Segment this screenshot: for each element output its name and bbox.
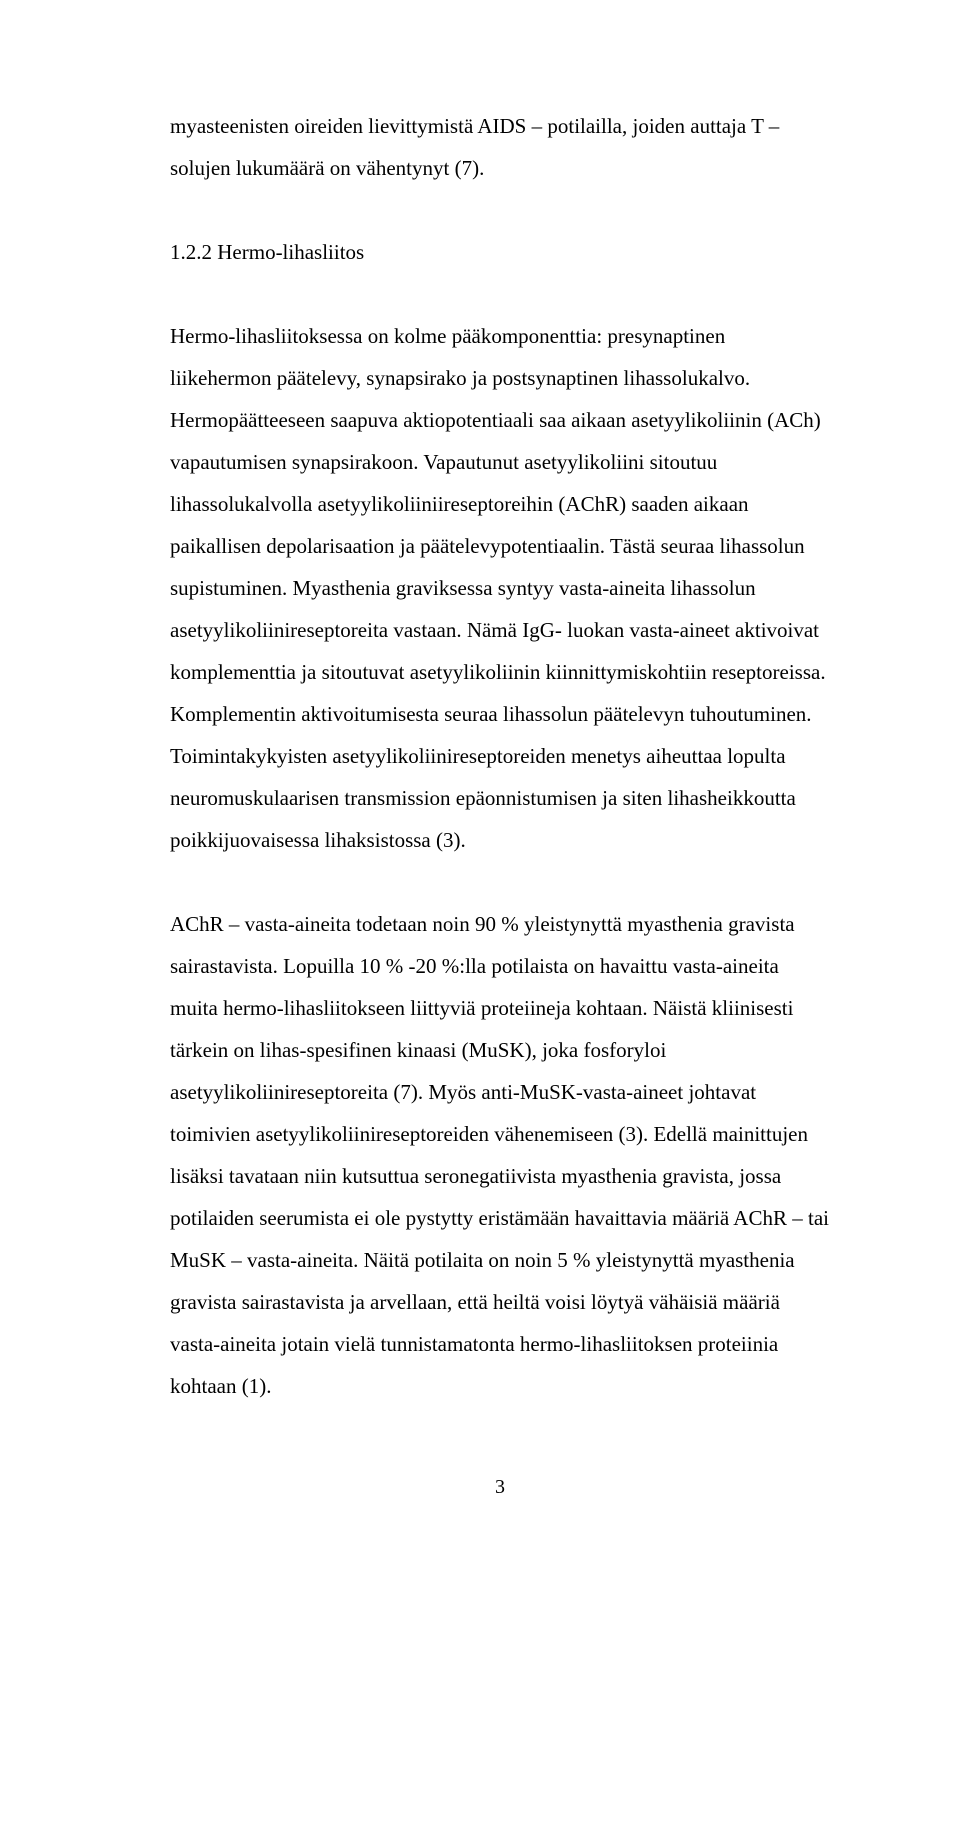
intro-tail-paragraph: myasteenisten oireiden lievittymistä AID… [170,105,830,189]
section-heading: 1.2.2 Hermo-lihasliitos [170,231,830,273]
body-paragraph-2: AChR – vasta-aineita todetaan noin 90 % … [170,903,830,1407]
document-page: myasteenisten oireiden lievittymistä AID… [0,0,960,1825]
page-number: 3 [170,1467,830,1507]
body-paragraph-1: Hermo-lihasliitoksessa on kolme pääkompo… [170,315,830,861]
